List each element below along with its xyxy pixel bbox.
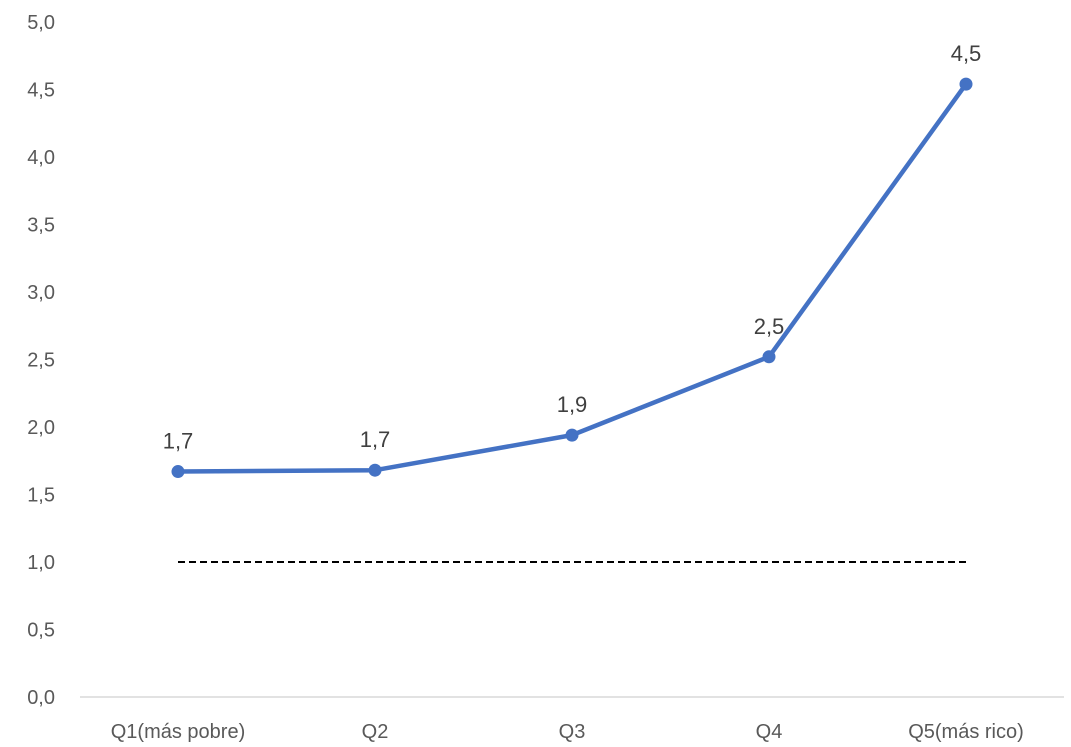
y-tick-label: 4,0 — [27, 147, 55, 169]
y-tick-label: 1,0 — [27, 552, 55, 574]
y-tick-label: 3,0 — [27, 282, 55, 304]
data-label: 1,7 — [163, 429, 194, 454]
x-tick-label: Q2 — [362, 721, 389, 743]
y-tick-label: 2,5 — [27, 350, 55, 372]
x-axis-tick-labels: Q1(más pobre) Q2 Q3 Q4 Q5(más rico) — [111, 721, 1024, 743]
y-axis-tick-labels: 0,0 0,5 1,0 1,5 2,0 2,5 3,0 3,5 4,0 4,5 5,0 — [27, 12, 55, 709]
x-tick-label: Q3 — [559, 721, 586, 743]
y-tick-label: 0,0 — [27, 687, 55, 709]
series-point — [171, 465, 185, 479]
data-label: 4,5 — [951, 41, 982, 66]
series-point — [959, 77, 973, 91]
y-tick-label: 1,5 — [27, 485, 55, 507]
y-tick-label: 0,5 — [27, 620, 55, 642]
y-tick-label: 4,5 — [27, 80, 55, 102]
series-point — [368, 463, 382, 477]
x-tick-label: Q5(más rico) — [908, 721, 1024, 743]
series-data-labels: 1,7 1,7 1,9 2,5 4,5 — [163, 41, 982, 453]
x-tick-label: Q1(más pobre) — [111, 721, 246, 743]
data-label: 1,9 — [557, 392, 588, 417]
series-point — [565, 428, 579, 442]
series-markers — [171, 77, 973, 479]
data-label: 1,7 — [360, 427, 391, 452]
x-tick-label: Q4 — [756, 721, 783, 743]
data-label: 2,5 — [754, 314, 785, 339]
series-point — [762, 350, 776, 364]
y-tick-label: 2,0 — [27, 417, 55, 439]
y-tick-label: 5,0 — [27, 12, 55, 34]
y-tick-label: 3,5 — [27, 215, 55, 237]
